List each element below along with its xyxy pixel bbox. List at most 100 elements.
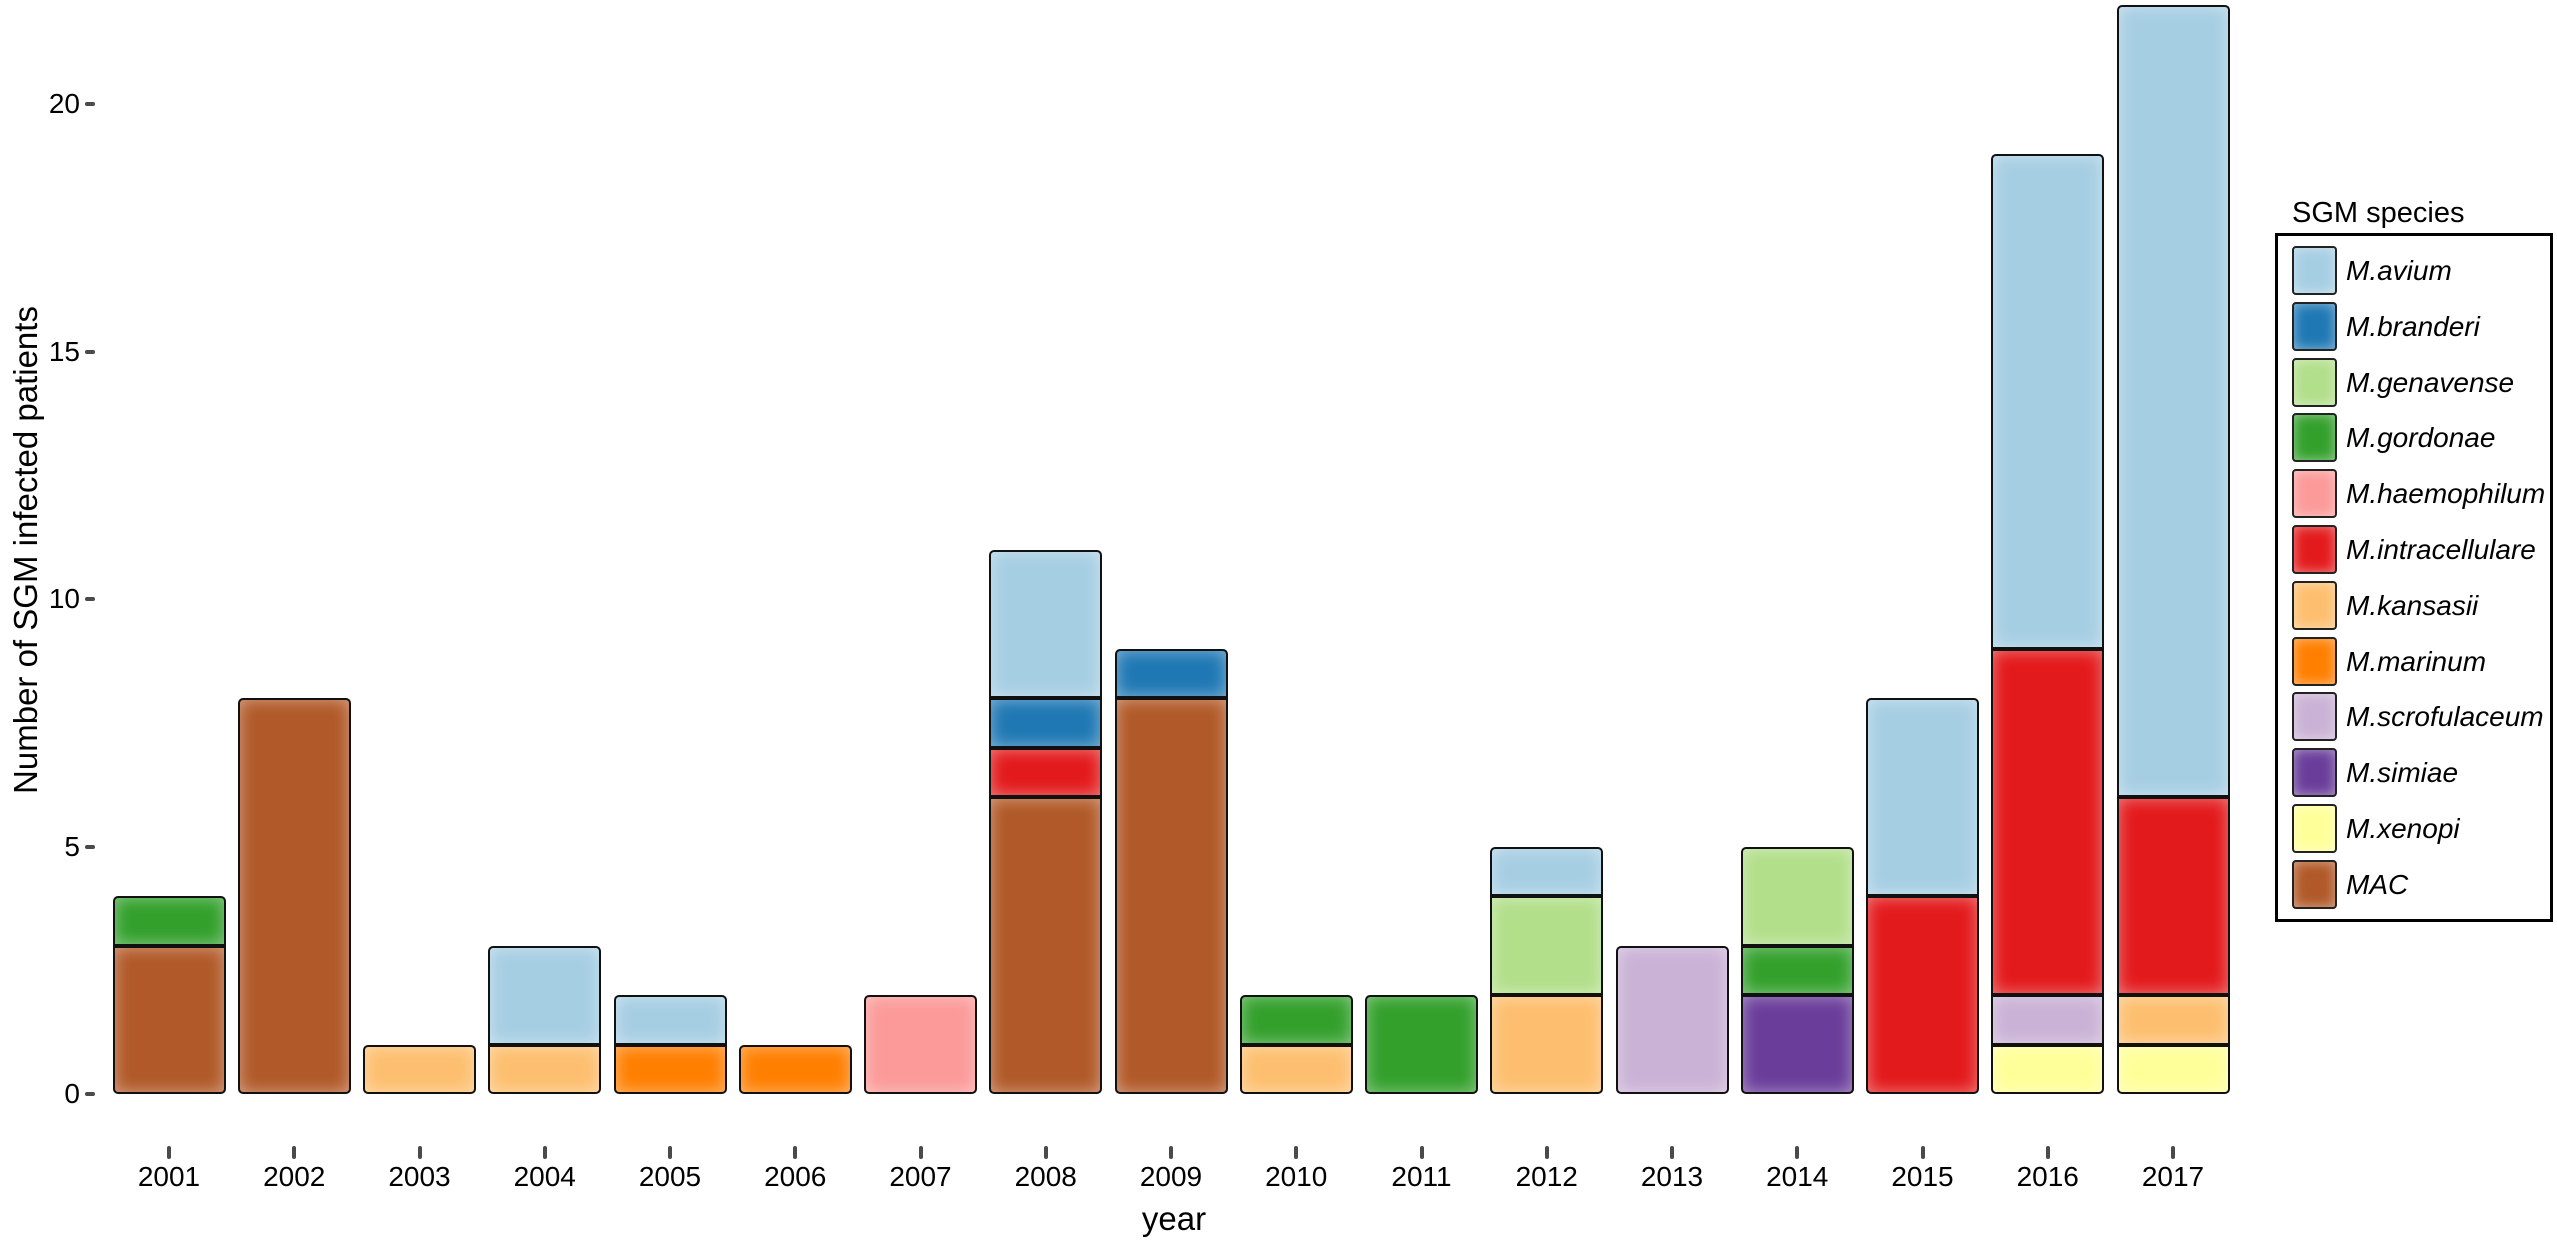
x-tick-mark (668, 1146, 672, 1159)
bar-2004-segment-M.avium (488, 945, 602, 1045)
x-tick-mark (1920, 1146, 1925, 1159)
legend-swatch-MAC (2292, 859, 2337, 909)
x-tick-label: 2009 (1139, 1161, 1203, 1192)
x-tick-mark (417, 1146, 422, 1159)
legend-label: M.avium (2346, 255, 2452, 286)
legend-label: MAC (2346, 868, 2409, 900)
bar-2012-segment-M.kansasii (1490, 995, 1604, 1094)
x-tick-label: 2005 (638, 1161, 702, 1192)
legend-box: M.avium M.branderi M.genavense M.gordonae M.… (2275, 233, 2553, 922)
y-tick-label: 0 (64, 1078, 80, 1109)
y-axis-title: Number of SGM infected patients (7, 306, 44, 794)
bar-2016-segment-M.scrofulaceum (1991, 995, 2105, 1045)
legend-label: M.intracellulare (2346, 534, 2536, 565)
y-tick-label: 10 (48, 583, 80, 614)
bar-2008-segment-MAC (989, 797, 1103, 1094)
bar-2008-segment-M.avium (989, 549, 1103, 698)
legend-swatch-M.gordonae (2292, 413, 2337, 463)
x-tick-mark (1544, 1146, 1549, 1159)
x-tick-label: 2015 (1891, 1161, 1954, 1192)
x-tick-mark (1795, 1146, 1800, 1159)
x-tick-label: 2002 (263, 1161, 326, 1192)
legend-label: M.simiae (2346, 757, 2459, 789)
legend-label: M.gordonae (2346, 422, 2496, 454)
x-tick-mark (793, 1146, 798, 1159)
y-tick-mark (85, 1092, 95, 1096)
bar-2016-segment-M.intracellulare (1991, 648, 2105, 995)
bar-2003-segment-M.kansasii (363, 1044, 476, 1094)
legend-label: M.branderi (2346, 310, 2480, 342)
bar-2015-segment-M.intracellulare (1866, 896, 1979, 1094)
bar-2004-segment-M.kansasii (488, 1044, 602, 1094)
y-tick-label: 20 (48, 88, 80, 119)
bar-2013-segment-M.scrofulaceum (1615, 945, 1729, 1094)
legend-swatch-M.kansasii (2292, 580, 2337, 630)
bar-2016-segment-M.xenopi (1991, 1044, 2105, 1094)
x-tick-mark (167, 1146, 171, 1159)
legend-swatch-M.branderi (2292, 301, 2337, 351)
x-tick-mark (1169, 1146, 1173, 1159)
legend-label: M.scrofulaceum (2346, 701, 2544, 733)
bar-2016-segment-M.avium (1991, 153, 2105, 649)
bar-2007-segment-M.haemophilum (864, 995, 977, 1094)
y-tick-label: 5 (64, 830, 80, 862)
legend-label: M.kansasii (2346, 589, 2479, 621)
y-tick-mark (85, 102, 95, 106)
legend-swatch-M.intracellulare (2292, 525, 2337, 574)
x-tick-label: 2016 (2016, 1161, 2079, 1192)
bar-2014-segment-M.gordonae (1740, 945, 1854, 995)
x-tick-mark (1294, 1146, 1299, 1159)
bar-2005-segment-M.marinum (613, 1044, 727, 1094)
x-tick-mark (2171, 1146, 2175, 1159)
legend-title: SGM species (2292, 197, 2465, 229)
legend-label: M.xenopi (2346, 813, 2460, 844)
x-tick-mark (2045, 1146, 2050, 1159)
y-tick-mark (85, 844, 95, 849)
bar-2014-segment-M.simiae (1740, 995, 1854, 1094)
x-tick-label: 2013 (1640, 1161, 1704, 1192)
bar-2008-segment-M.intracellulare (989, 747, 1103, 797)
x-tick-label: 2014 (1766, 1161, 1829, 1192)
bar-2014-segment-M.genavense (1740, 846, 1854, 946)
legend-swatch-M.xenopi (2292, 804, 2337, 853)
x-tick-label: 2011 (1391, 1161, 1452, 1192)
x-tick-mark (1419, 1146, 1424, 1159)
bar-2010-segment-M.kansasii (1239, 1044, 1353, 1094)
bar-2012-segment-M.genavense (1490, 896, 1604, 995)
x-tick-label: 2003 (388, 1161, 451, 1192)
legend-label: M.genavense (2346, 366, 2515, 398)
bar-2001-segment-MAC (112, 945, 226, 1094)
x-tick-label: 2001 (137, 1161, 201, 1192)
bar-2017-segment-M.intracellulare (2116, 797, 2230, 995)
y-tick-mark (85, 597, 95, 601)
bar-2009-segment-M.branderi (1114, 648, 1228, 698)
x-axis-title: year (1141, 1200, 1207, 1237)
x-tick-label: 2008 (1014, 1161, 1077, 1192)
x-tick-mark (1043, 1146, 1048, 1159)
bar-2001-segment-M.gordonae (112, 896, 226, 946)
legend-swatch-M.avium (2292, 246, 2337, 295)
bar-2017-segment-M.avium (2116, 5, 2230, 797)
bar-2017-segment-M.xenopi (2116, 1044, 2230, 1094)
legend-swatch-M.simiae (2292, 748, 2337, 798)
x-tick-mark (542, 1146, 547, 1159)
x-tick-label: 2012 (1515, 1161, 1578, 1192)
bar-2015-segment-M.avium (1866, 698, 1979, 896)
legend-swatch-M.haemophilum (2292, 469, 2337, 519)
x-tick-label: 2004 (513, 1161, 576, 1192)
bar-2008-segment-M.branderi (989, 698, 1103, 748)
bar-2017-segment-M.kansasii (2116, 995, 2230, 1045)
legend-label: M.haemophilum (2346, 478, 2546, 510)
legend-label: M.marinum (2346, 645, 2487, 677)
bar-2009-segment-MAC (1114, 698, 1228, 1094)
bar-2006-segment-M.marinum (738, 1044, 852, 1094)
legend-swatch-M.genavense (2292, 357, 2337, 407)
x-tick-mark (292, 1146, 297, 1159)
bar-2005-segment-M.avium (613, 995, 727, 1045)
x-tick-label: 2006 (764, 1161, 827, 1192)
y-tick-label: 15 (48, 335, 80, 367)
legend-swatch-M.scrofulaceum (2292, 692, 2337, 742)
x-tick-mark (1670, 1146, 1674, 1159)
bar-2010-segment-M.gordonae (1239, 995, 1353, 1045)
